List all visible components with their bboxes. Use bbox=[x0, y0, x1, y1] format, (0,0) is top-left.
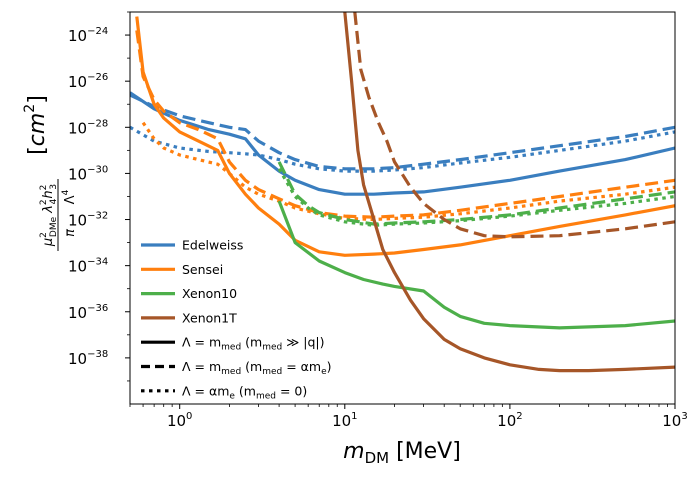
series-line-edelweiss-solid bbox=[130, 91, 675, 196]
series-line-xenon1t-solid bbox=[343, 12, 675, 373]
series-line-sensei-dashed bbox=[135, 30, 675, 219]
y-tick-label: 10−38 bbox=[68, 349, 108, 368]
y-tick-label: 10−24 bbox=[68, 26, 108, 45]
y-tick-label: 10−28 bbox=[68, 118, 108, 137]
legend-label-xenon1t: Xenon1T bbox=[182, 310, 237, 325]
series-line-edelweiss-dotted bbox=[130, 125, 675, 173]
x-tick-label: 101 bbox=[332, 411, 357, 430]
legend-label-dotted: Λ = αme (mmed = 0) bbox=[182, 383, 307, 401]
y-tick-label: 10−36 bbox=[68, 303, 108, 322]
series-line-sensei-dotted bbox=[141, 121, 675, 222]
series-line-xenon1t-dashed bbox=[353, 12, 675, 239]
plot-frame bbox=[129, 11, 676, 405]
svg-text:μ2DMe λ24h23: μ2DMe λ24h23 bbox=[39, 184, 59, 247]
axis-ticks: 100 101 102 103 10−24 10−26 10−28 10−30 10−32 10−… bbox=[68, 11, 688, 430]
y-tick-label: 10−26 bbox=[68, 72, 108, 91]
y-tick-label: 10−30 bbox=[68, 164, 108, 183]
legend: Edelweiss Sensei Xenon10 Xenon1T Λ = mmed (m… bbox=[141, 238, 332, 401]
svg-text:π: π bbox=[63, 229, 78, 237]
y-tick-label: 10−32 bbox=[68, 211, 108, 230]
legend-label-xenon10: Xenon10 bbox=[182, 286, 237, 301]
legend-label-edelweiss: Edelweiss bbox=[182, 238, 243, 253]
svg-text:Λ4: Λ4 bbox=[61, 189, 78, 204]
y-tick-label: 10−34 bbox=[68, 257, 108, 276]
series-line-sensei-solid bbox=[135, 16, 675, 257]
y-axis-label: μ2DMe λ24h23 π Λ4 [cm2] bbox=[22, 95, 78, 251]
series-line-edelweiss-dashed bbox=[130, 93, 675, 171]
series-layer bbox=[130, 12, 675, 373]
x-tick-label: 100 bbox=[167, 411, 192, 430]
x-axis-label: mDM [MeV] bbox=[343, 439, 461, 467]
series-line-xenon10-dotted bbox=[277, 167, 675, 227]
legend-label-sensei: Sensei bbox=[182, 262, 223, 277]
x-tick-label: 103 bbox=[662, 411, 687, 430]
series-line-xenon10-solid bbox=[277, 200, 675, 330]
legend-label-solid: Λ = mmed (mmed ≫ |q|) bbox=[182, 335, 325, 353]
svg-text:[cm2]: [cm2] bbox=[22, 95, 50, 155]
x-tick-label: 102 bbox=[497, 411, 522, 430]
legend-label-dashed: Λ = mmed (mmed = αme) bbox=[182, 359, 332, 377]
